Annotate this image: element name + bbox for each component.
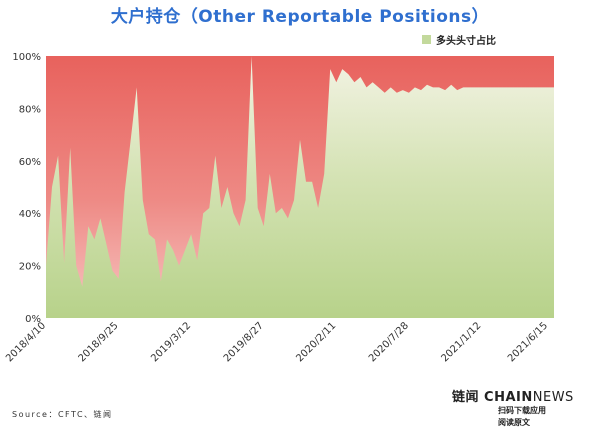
brand-subtitle-download: 扫码下载应用 (498, 406, 546, 415)
x-tick-label: 2021/1/12 (440, 320, 484, 364)
legend-label: 多头头寸占比 (436, 34, 496, 47)
y-tick-label: 60% (19, 157, 41, 168)
y-tick-label: 100% (12, 52, 41, 63)
y-tick-label: 80% (19, 104, 41, 115)
y-tick-label: 20% (19, 262, 41, 273)
x-tick-label: 2020/2/11 (294, 320, 338, 364)
chart-title: 大户持仓（Other Reportable Positions） (110, 7, 490, 27)
long-area (46, 56, 554, 318)
plot-area (46, 56, 554, 318)
brand-logo: 链闻 CHAINNEWS (452, 386, 574, 405)
brand-en-light: NEWS (532, 390, 574, 405)
y-axis: 0% 20% 40% 60% 80% 100% (12, 52, 41, 325)
x-tick-label: 2018/9/25 (77, 320, 121, 364)
brand-en-bold: CHAIN (484, 390, 533, 405)
y-tick-label: 0% (25, 314, 41, 325)
y-tick-label: 40% (19, 209, 41, 220)
source-note: Source：CFTC、链闻 (12, 410, 113, 419)
x-tick-label: 2020/7/28 (367, 320, 411, 364)
x-tick-label: 2019/3/12 (149, 320, 193, 364)
x-tick-label: 2021/6/15 (506, 320, 550, 364)
x-tick-label: 2019/8/27 (222, 320, 266, 364)
brand-cn: 链闻 (452, 390, 480, 405)
legend-swatch (422, 35, 431, 44)
brand-subtitle-read: 阅读原文 (498, 418, 530, 427)
legend: 多头头寸占比 (422, 34, 496, 47)
x-tick-label: 2018/4/10 (4, 320, 48, 364)
x-axis: 2018/4/10 2018/9/25 2019/3/12 2019/8/27 2020… (4, 320, 550, 364)
